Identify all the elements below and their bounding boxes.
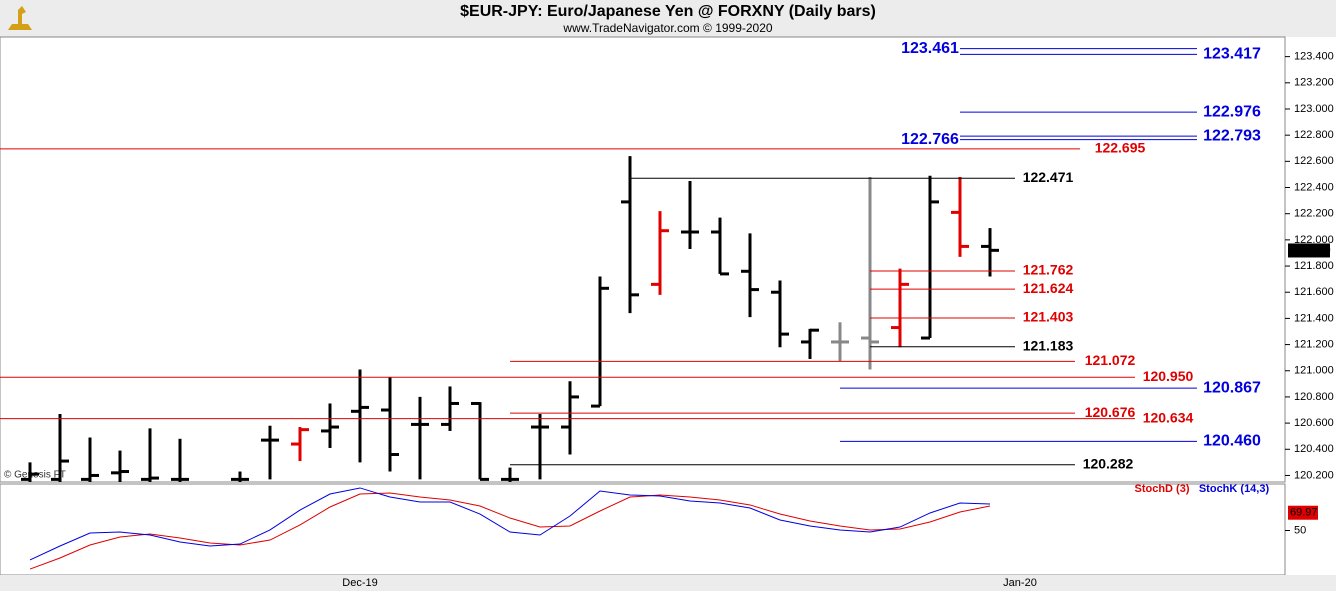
stoch-line bbox=[29, 487, 991, 561]
level-label: 120.460 bbox=[1203, 433, 1261, 450]
level-label: 121.624 bbox=[1023, 280, 1074, 296]
y-tick-label: 122.000 bbox=[1294, 234, 1334, 246]
level-label: 122.766 bbox=[901, 131, 959, 148]
level-label-bg bbox=[1022, 281, 1074, 298]
header bbox=[0, 0, 1336, 37]
level-label-bg bbox=[1142, 410, 1194, 427]
level-label: 122.695 bbox=[1095, 140, 1146, 156]
level-label-bg bbox=[1084, 405, 1136, 422]
level-label-bg bbox=[1203, 46, 1261, 63]
level-label-bg bbox=[1203, 104, 1261, 121]
level-label-bg bbox=[1022, 338, 1074, 355]
y-tick-label: 123.400 bbox=[1294, 51, 1334, 63]
level-label: 122.793 bbox=[1203, 127, 1261, 144]
y-tick-label: 121.200 bbox=[1294, 338, 1334, 350]
y-tick-label: 120.400 bbox=[1294, 443, 1334, 455]
level-label: 120.867 bbox=[1203, 379, 1261, 396]
level-label-bg bbox=[1142, 369, 1194, 386]
level-label-bg bbox=[1203, 380, 1261, 397]
price-tag bbox=[1288, 243, 1330, 258]
x-tick-label: Dec-19 bbox=[342, 577, 377, 589]
level-label: 123.417 bbox=[1203, 46, 1261, 63]
y-tick-label: 123.000 bbox=[1294, 103, 1334, 115]
y-tick-label: 120.200 bbox=[1294, 469, 1334, 481]
level-label: 120.676 bbox=[1085, 404, 1136, 420]
level-label: 121.183 bbox=[1023, 338, 1074, 354]
y-tick-label: 122.800 bbox=[1294, 129, 1334, 141]
stoch-line bbox=[29, 492, 991, 570]
y-tick-label: 122.600 bbox=[1294, 155, 1334, 167]
price-tag-label: 121.919 bbox=[1291, 244, 1331, 256]
value-tag-label: 69.97 bbox=[1290, 507, 1318, 519]
legend-entry: StochD (3) bbox=[1135, 483, 1190, 495]
x-axis-band bbox=[0, 575, 1336, 591]
level-label-bg bbox=[901, 40, 959, 57]
y-tick-label: 121.800 bbox=[1294, 260, 1334, 272]
level-label: 120.950 bbox=[1143, 368, 1194, 384]
x-tick-label: Jan-20 bbox=[1003, 577, 1037, 589]
subtitle: www.TradeNavigator.com © 1999-2020 bbox=[562, 21, 772, 35]
level-label-bg bbox=[1203, 433, 1261, 450]
value-tag bbox=[1288, 505, 1318, 520]
level-label-bg bbox=[1022, 263, 1074, 280]
level-label: 122.976 bbox=[1203, 103, 1261, 120]
level-label-bg bbox=[1084, 353, 1136, 370]
y-tick-label: 123.200 bbox=[1294, 77, 1334, 89]
y-tick-label: 121.600 bbox=[1294, 286, 1334, 298]
level-label-bg bbox=[1203, 128, 1261, 145]
level-label: 120.634 bbox=[1143, 409, 1194, 425]
y-tick-label: 122.200 bbox=[1294, 208, 1334, 220]
level-label: 121.403 bbox=[1023, 309, 1074, 325]
y-tick-label: 122.400 bbox=[1294, 181, 1334, 193]
y-tick-label: 120.800 bbox=[1294, 391, 1334, 403]
level-label: 120.282 bbox=[1083, 455, 1134, 471]
stoch-panel bbox=[0, 483, 1286, 576]
level-label-bg bbox=[1022, 170, 1074, 187]
level-label-bg bbox=[901, 131, 959, 148]
level-label-bg bbox=[1082, 456, 1134, 473]
level-label: 121.072 bbox=[1085, 352, 1136, 368]
bars bbox=[21, 156, 999, 482]
level-label-bg bbox=[1094, 140, 1146, 157]
y-tick-label: 120.600 bbox=[1294, 417, 1334, 429]
level-label-bg bbox=[1022, 310, 1074, 327]
level-label: 122.471 bbox=[1023, 169, 1074, 185]
level-label: 123.461 bbox=[901, 40, 959, 57]
y-tick-label: 121.000 bbox=[1294, 365, 1334, 377]
y-tick-label: 50 bbox=[1294, 524, 1306, 536]
chart-title: $EUR-JPY: Euro/Japanese Yen @ FORXNY (Da… bbox=[460, 3, 876, 20]
price-panel bbox=[0, 36, 1286, 483]
logo bbox=[8, 6, 32, 30]
level-label: 121.762 bbox=[1023, 262, 1074, 278]
legend-entry: StochK (14,3) bbox=[1199, 483, 1270, 495]
y-tick-label: 121.400 bbox=[1294, 312, 1334, 324]
